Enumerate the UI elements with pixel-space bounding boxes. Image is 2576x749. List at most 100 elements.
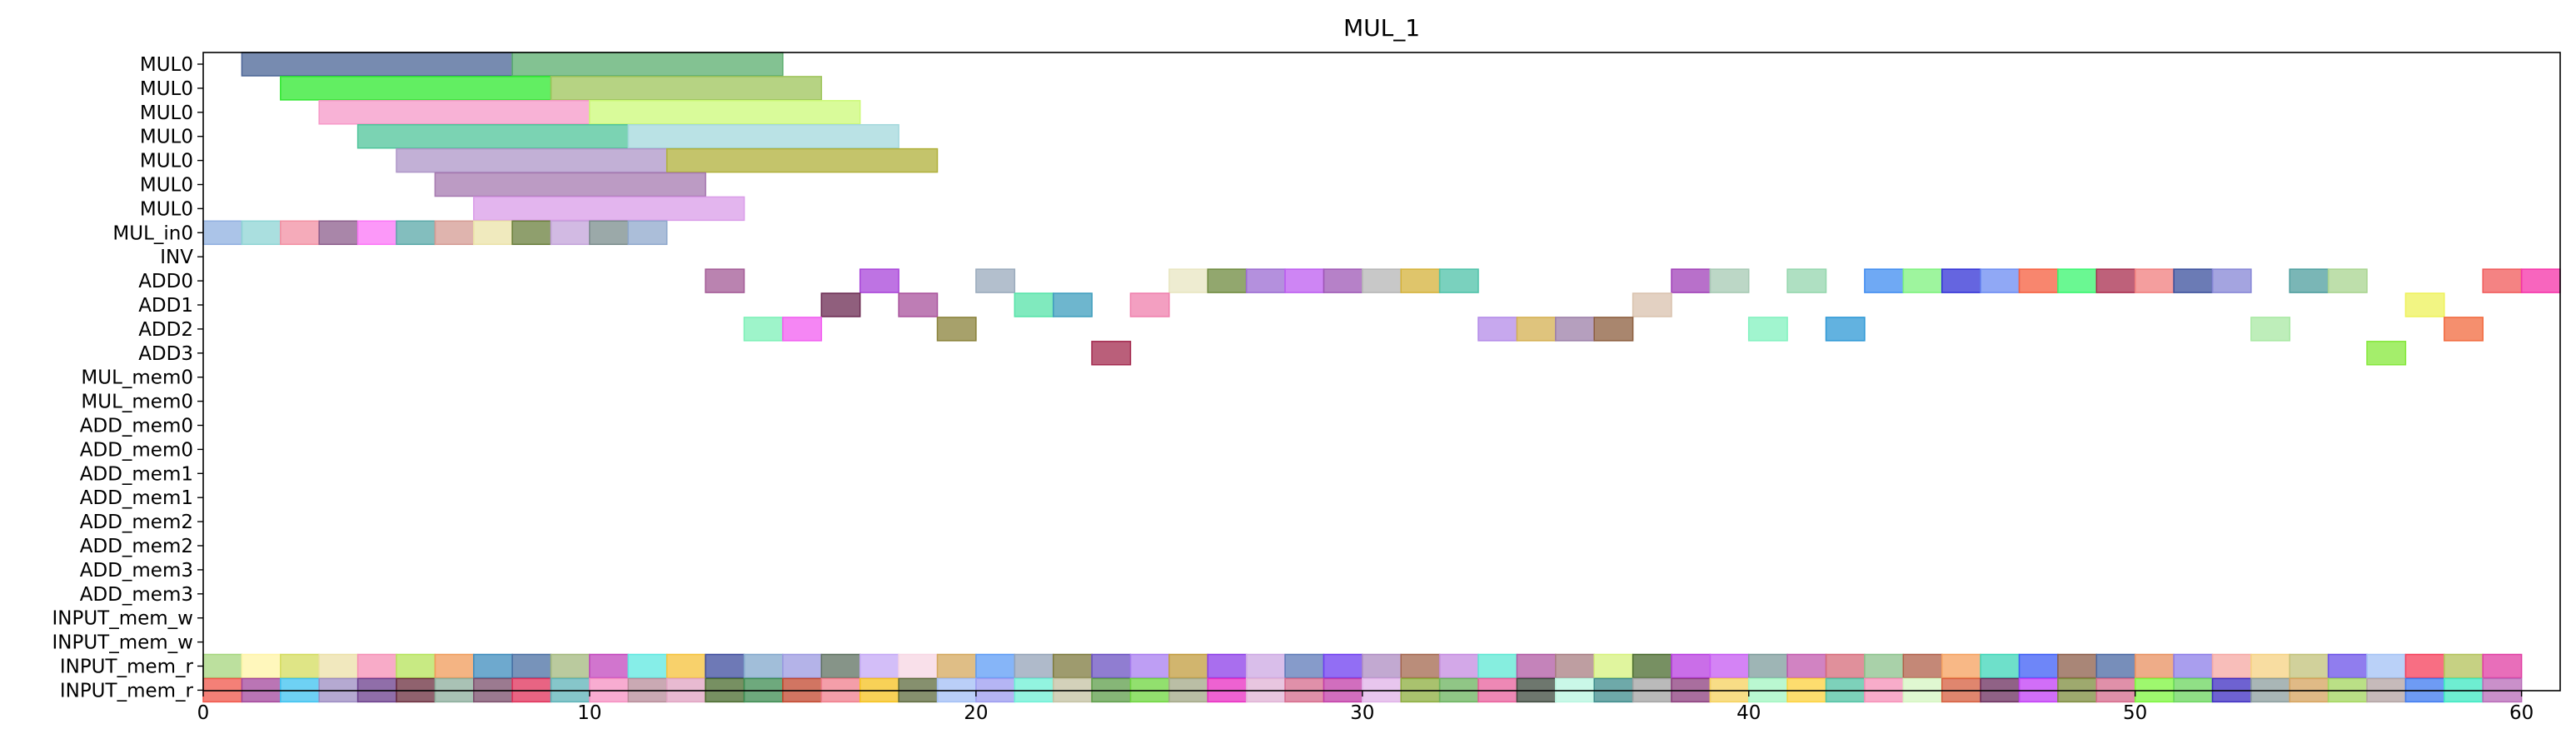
y-tick-label: INPUT_mem_w <box>52 632 193 654</box>
task-bar <box>2327 653 2368 679</box>
task-bar <box>898 292 939 317</box>
task-bar <box>202 653 243 679</box>
task-bar <box>1400 653 1441 679</box>
x-tick-label: 50 <box>2123 702 2147 724</box>
x-tick-label: 60 <box>2509 702 2534 724</box>
y-tick-label: MUL0 <box>140 102 193 124</box>
task-bar <box>1129 653 1170 679</box>
task-bar <box>1284 653 1325 679</box>
chart-title: MUL_1 <box>1343 14 1420 42</box>
task-bar <box>396 653 436 679</box>
task-bar <box>1323 268 1363 293</box>
x-tick-label: 30 <box>1350 702 1374 724</box>
task-bar <box>280 76 552 101</box>
task-bar <box>241 52 513 77</box>
task-bar <box>589 220 630 246</box>
y-tick-label: ADD_mem0 <box>80 416 193 437</box>
y-tick-label: MUL_mem0 <box>81 392 193 413</box>
task-bar <box>2289 653 2329 679</box>
task-bar <box>396 147 668 173</box>
task-bar <box>318 653 359 679</box>
y-tick-label: INPUT_mem_w <box>52 608 193 630</box>
task-bar <box>2211 653 2252 679</box>
task-bar <box>550 220 590 246</box>
task-bar <box>356 123 630 149</box>
task-bar <box>1207 268 1248 293</box>
x-tick-label: 40 <box>1736 702 1761 724</box>
y-tick-label: MUL_mem0 <box>81 367 193 389</box>
task-bar <box>2095 653 2136 679</box>
task-bar <box>1747 317 1788 342</box>
y-tick-label: ADD0 <box>138 271 193 292</box>
task-bar <box>1555 317 1595 342</box>
task-bar <box>1786 268 1827 293</box>
task-bar <box>1593 317 1634 342</box>
y-tick-label: ADD_mem3 <box>80 584 193 606</box>
y-axis-labels: MUL0MUL0MUL0MUL0MUL0MUL0MUL0MUL_in0INVAD… <box>52 54 203 702</box>
task-bar <box>550 653 590 679</box>
task-bar <box>975 653 1016 679</box>
task-bar <box>627 123 899 149</box>
task-bar <box>2250 317 2291 342</box>
x-tick-label: 0 <box>197 702 210 724</box>
task-bar <box>2057 268 2098 293</box>
task-bar <box>1284 268 1325 293</box>
task-bar <box>859 268 899 293</box>
y-tick-label: MUL0 <box>140 151 193 172</box>
task-bar <box>1902 653 1943 679</box>
task-bar <box>1980 653 2020 679</box>
task-bar <box>2366 341 2407 366</box>
task-bar <box>820 292 861 317</box>
task-bar <box>705 268 745 293</box>
task-bar <box>1052 292 1093 317</box>
task-bar <box>743 317 784 342</box>
task-bar <box>1980 268 2020 293</box>
task-bar <box>550 76 823 101</box>
task-bar <box>511 220 552 246</box>
x-axis: 0 10 20 30 40 50 60 <box>197 691 2534 724</box>
task-bar <box>1825 317 1866 342</box>
y-tick-label: MUL_in0 <box>112 222 193 244</box>
task-bar <box>859 653 899 679</box>
task-bar <box>936 317 977 342</box>
task-bar <box>356 653 397 679</box>
task-bar <box>1052 653 1093 679</box>
task-bar <box>2482 268 2523 293</box>
y-tick-label: ADD_mem2 <box>80 536 193 557</box>
task-bar <box>1323 653 1363 679</box>
task-bar <box>1786 653 1827 679</box>
plot-frame <box>202 52 2561 692</box>
task-bar <box>1245 268 1286 293</box>
y-tick-label: MUL0 <box>140 198 193 220</box>
task-bar <box>2134 653 2175 679</box>
y-tick-label: ADD2 <box>138 319 193 341</box>
y-tick-label: ADD_mem2 <box>80 512 193 533</box>
task-bar <box>820 653 861 679</box>
task-bar <box>936 653 977 679</box>
task-bar <box>975 268 1016 293</box>
y-tick-label: MUL0 <box>140 54 193 76</box>
y-tick-label: INPUT_mem_r <box>60 680 194 702</box>
task-bar <box>2095 268 2136 293</box>
task-bar <box>1014 653 1054 679</box>
task-bar <box>627 220 668 246</box>
task-bar <box>705 653 745 679</box>
task-bar <box>782 653 823 679</box>
task-bar <box>1477 317 1518 342</box>
task-bar <box>2404 292 2445 317</box>
task-bar <box>1632 653 1672 679</box>
task-bar <box>1864 268 1905 293</box>
task-bar <box>511 52 784 77</box>
task-bar <box>1091 341 1132 366</box>
x-tick-label: 10 <box>577 702 601 724</box>
task-bar <box>898 653 939 679</box>
task-bar <box>241 653 282 679</box>
task-bar <box>1168 268 1208 293</box>
task-bar <box>665 653 706 679</box>
task-bar <box>1207 653 1248 679</box>
y-tick-label: MUL0 <box>140 127 193 148</box>
y-tick-label: ADD_mem0 <box>80 439 193 461</box>
task-bar <box>1825 653 1866 679</box>
task-bar <box>2134 268 2175 293</box>
